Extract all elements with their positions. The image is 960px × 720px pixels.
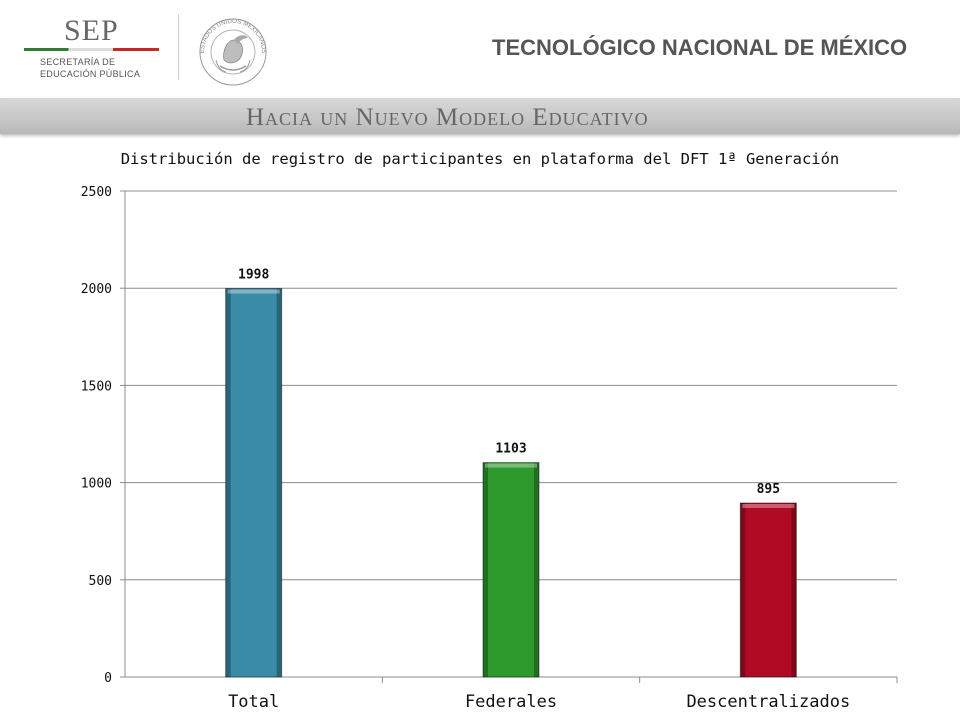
mexican-coat-of-arms-icon: ESTADOS UNIDOS MEXICANOS [199,18,267,86]
sep-subtitle-line2: EDUCACIÓN PÚBLICA [40,69,141,79]
banner: Hacia un Nuevo Modelo Educativo [0,98,960,134]
y-tick-label: 500 [89,574,112,589]
sep-title: SEP [64,14,119,47]
bar-highlight [742,504,795,509]
y-tick-label: 0 [104,671,112,686]
bar-total [225,288,283,678]
bar-shade-right [534,462,539,677]
sep-subtitle-line1: SECRETARÍA DE [40,57,116,67]
data-label: 1998 [238,268,269,283]
chart-title: Distribución de registro de participante… [120,150,840,168]
y-tick-label: 2000 [81,282,112,297]
bar-chart: 0 500 1000 1500 2000 2500 1998 Total 1103 Federal… [81,185,898,712]
bar-shade-right [276,288,282,677]
banner-title: Hacia un Nuevo Modelo Educativo [246,104,649,131]
y-tick-label: 2500 [81,185,112,200]
institution-title: TECNOLÓGICO NACIONAL DE MÉXICO [492,35,908,60]
header: SEP SECRETARÍA DE EDUCACIÓN PÚBLICA ESTA… [0,0,960,100]
bar-shade-right [791,503,797,677]
y-tick-label: 1000 [81,477,112,492]
sep-logo: SEP SECRETARÍA DE EDUCACIÓN PÚBLICA [24,14,164,84]
bar-shade-left [483,462,488,677]
bar-highlight [227,289,280,294]
sep-tricolor-line [24,48,159,51]
category-label: Descentralizados [686,692,850,712]
bar-descentralizados [739,502,797,678]
header-divider [178,14,179,80]
category-label: Total [228,692,279,712]
category-label: Federales [465,692,557,712]
bar-highlight [485,463,537,468]
data-label: 895 [757,482,780,497]
bar-federales [482,462,540,678]
y-tick-label: 1500 [81,379,112,394]
bar-shade-left [225,288,231,677]
data-label: 1103 [495,442,526,457]
bar-shade-left [740,503,746,677]
